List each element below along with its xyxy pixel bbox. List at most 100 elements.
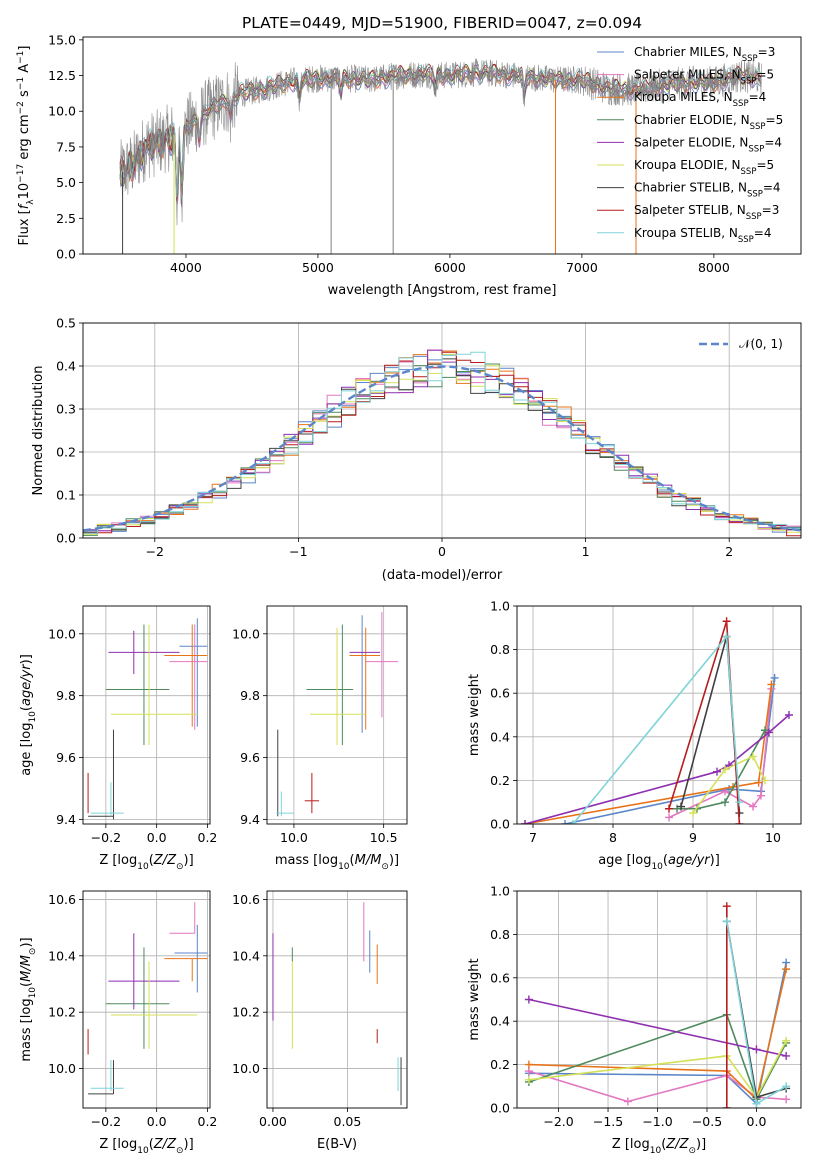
x-tick-label: −0.2 — [91, 830, 121, 845]
y-axis-label: Flux [fλ10−17 erg cm−2 s−1 A−1] — [16, 46, 36, 246]
x-axis-label: Z [log10(Z/Z⊙)] — [99, 1137, 193, 1156]
plot-area — [272, 902, 402, 1106]
legend-subscript: SSP — [746, 212, 762, 222]
y-tick-label: 0.6 — [490, 970, 510, 985]
y-tick-label: 10.4 — [232, 948, 260, 963]
errorbar-salpeter-miles — [169, 624, 208, 730]
y-tick-label: 1.0 — [490, 884, 510, 899]
legend-subscript: SSP — [741, 77, 757, 87]
y-tick-label: 15.0 — [48, 32, 76, 47]
legend-entry: Kroupa MILES, NSSP=4 — [634, 90, 766, 109]
errorbar-kroupa-miles — [164, 624, 208, 727]
errorbar-chabrier-stelib — [88, 1060, 114, 1095]
legend-entry: Salpeter STELIB, NSSP=3 — [634, 203, 779, 222]
series-marker — [623, 1097, 632, 1106]
series-marker — [722, 632, 731, 641]
y-tick-label: 10.4 — [48, 948, 76, 963]
ticks: 0.00 0.05 10.0 10.2 10.4 10.6 — [232, 892, 361, 1129]
series-marker — [722, 1104, 731, 1108]
legend-tail: =5 — [756, 158, 774, 172]
series-marker — [721, 765, 729, 774]
errorbar-kroupa-stelib — [275, 791, 294, 817]
legend-entry: Salpeter MILES, NSSP=5 — [634, 68, 774, 87]
y-tick-label: 0.0 — [56, 531, 76, 546]
y-tick-label: 12.5 — [48, 68, 76, 83]
series-marker — [722, 617, 731, 626]
legend-tail: =4 — [764, 135, 782, 149]
series-salpeter-stelib — [722, 902, 731, 1108]
errorbar-salpeter-miles — [169, 902, 196, 934]
ticks: −2.0 −1.5 −1.0 −0.5 0.0 0.0 0.2 0.4 0.6 0.8 1.0 — [490, 884, 766, 1130]
normal-reference-curve — [83, 365, 801, 532]
y-tick-label: 9.6 — [240, 750, 260, 765]
x-tick-label: 0.2 — [198, 1114, 218, 1129]
legend-subscript: SSP — [750, 122, 766, 132]
y-tick-label: 0.3 — [56, 402, 76, 417]
x-axis-label: mass [log10(M/M⊙)] — [275, 853, 399, 872]
x-axis-label: wavelength [Angstrom, rest frame] — [328, 283, 557, 298]
y-tick-label: 9.6 — [56, 750, 76, 765]
errorbar-salpeter-elodie — [108, 630, 180, 675]
y-tick-label: 10.6 — [232, 892, 260, 907]
series-marker — [689, 809, 697, 818]
series-line — [528, 1040, 787, 1099]
legend-tail: =4 — [763, 181, 781, 195]
x-tick-label: 0 — [438, 544, 446, 559]
legend-label: Chabrier MILES, N — [634, 45, 742, 59]
series-marker — [782, 1095, 791, 1104]
errorbar-kroupa-elodie — [110, 624, 198, 746]
series-kroupa-stelib — [722, 917, 791, 1108]
legend-label: Chabrier ELODIE, N — [634, 113, 750, 127]
axes-frame — [82, 605, 211, 825]
series-marker — [752, 1099, 761, 1108]
panel-mass_vs_ebv: 0.00 0.05 10.0 10.2 10.4 10.6 E(B-V) — [232, 890, 408, 1152]
series-marker — [713, 767, 721, 776]
legend-subscript: SSP — [738, 235, 754, 245]
legend-entry: Kroupa STELIB, NSSP=4 — [634, 226, 772, 245]
panel-mass_vs_Z: −0.2 0.0 0.2 10.0 10.2 10.4 10.6 Z [log10(Z/Z⊙)… — [19, 890, 218, 1156]
y-tick-label: 0.5 — [56, 316, 76, 331]
x-tick-label: 0.05 — [334, 1114, 362, 1129]
observed-spectrum — [119, 58, 762, 226]
series-marker — [749, 752, 757, 761]
x-tick-label: 6000 — [434, 260, 466, 275]
y-tick-label: 9.4 — [240, 812, 260, 827]
y-tick-label: 10.0 — [48, 104, 76, 119]
y-tick-label: 0.8 — [490, 642, 510, 657]
x-tick-label: −1.5 — [593, 1114, 623, 1129]
series-marker — [524, 1060, 533, 1069]
y-tick-label: 5.0 — [56, 175, 76, 190]
errorbar-salpeter-stelib — [304, 772, 320, 814]
series-marker — [721, 798, 729, 807]
axes-frame — [82, 890, 211, 1109]
x-tick-label: 10.5 — [370, 830, 398, 845]
y-tick-label: 10.2 — [48, 1005, 76, 1020]
panel-spectrum: 4000 5000 6000 7000 8000 0.0 2.5 5.0 7.5 10.0 12.5… — [16, 32, 802, 298]
legend-entry: Chabrier ELODIE, NSSP=5 — [634, 113, 783, 132]
y-tick-label: 10.0 — [232, 626, 260, 641]
x-tick-label: 10.0 — [280, 830, 308, 845]
histogram-kroupa-stelib — [83, 351, 801, 534]
y-tick-label: 9.4 — [56, 812, 76, 827]
series-kroupa-stelib — [569, 632, 744, 824]
x-tick-label: 10 — [765, 830, 781, 845]
errorbar-kroupa-elodie — [110, 961, 198, 1049]
series-marker — [735, 798, 744, 807]
series-marker — [521, 820, 529, 824]
series-marker — [722, 902, 731, 911]
x-tick-label: −1 — [289, 544, 307, 559]
x-tick-label: −2.0 — [543, 1114, 573, 1129]
y-tick-label: 10.0 — [48, 626, 76, 641]
series-marker — [770, 673, 779, 682]
y-tick-label: 9.8 — [240, 688, 260, 703]
legend-label: Kroupa MILES, N — [634, 90, 733, 104]
legend-subscript: SSP — [741, 167, 757, 177]
legend-tail: =5 — [756, 68, 774, 82]
legend-entry: Chabrier STELIB, NSSP=4 — [634, 181, 781, 200]
x-axis-label: E(B-V) — [317, 1137, 357, 1152]
ticks: 10.0 10.5 9.4 9.6 9.8 10.0 — [232, 626, 397, 845]
series-marker — [569, 820, 577, 824]
y-tick-label: 10.6 — [48, 892, 76, 907]
series-line — [528, 1013, 787, 1102]
x-tick-label: −2 — [146, 544, 164, 559]
